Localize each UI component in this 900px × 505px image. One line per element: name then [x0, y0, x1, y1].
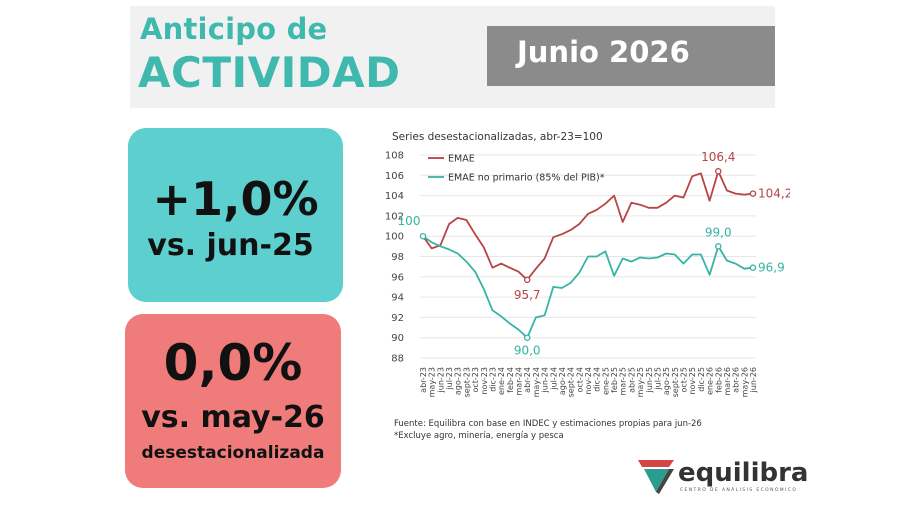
y-tick-label: 104 [385, 191, 404, 202]
y-tick-label: 106 [385, 171, 404, 182]
x-tick-label: ago-24 [558, 367, 567, 395]
legend-label: EMAE [448, 154, 475, 165]
mom-note: desestacionalizada [141, 443, 325, 463]
brand-name: equilibra [678, 458, 809, 488]
date-badge: Junio 2026 [487, 26, 775, 86]
x-tick-label: nov-24 [584, 367, 593, 395]
title-line1: Anticipo de [140, 12, 328, 46]
x-tick-label: ene-26 [706, 367, 715, 395]
x-tick-label: jul-24 [549, 367, 558, 391]
x-tick-label: feb-26 [714, 367, 723, 393]
x-tick-label: feb-24 [506, 367, 515, 393]
brand-tagline: CENTRO DE ANÁLISIS ECONÓMICO [680, 488, 798, 493]
yoy-value: +1,0% [152, 172, 319, 226]
footnote-line: *Excluye agro, minería, energía y pesca [394, 431, 564, 441]
x-tick-label: ago-25 [662, 367, 671, 395]
data-label: 95,7 [514, 288, 541, 302]
data-point-marker [715, 167, 722, 175]
x-tick-label: ene-25 [601, 367, 610, 395]
x-tick-label: may-23 [428, 367, 437, 397]
x-tick-label: dic-23 [488, 367, 497, 392]
x-tick-label: jul-25 [653, 367, 662, 391]
data-point-marker [749, 264, 757, 271]
mom-label: vs. may-26 [141, 400, 325, 435]
x-tick-label: nov-23 [480, 367, 489, 395]
x-tick-label: abr-24 [523, 367, 532, 393]
x-tick-label: feb-25 [610, 367, 619, 393]
series-line-emae-no-primario [422, 235, 754, 339]
x-tick-label: nov-25 [688, 367, 697, 395]
y-tick-label: 90 [391, 333, 404, 344]
x-tick-label: abr-25 [627, 367, 636, 393]
data-label: 106,4 [701, 150, 735, 164]
x-tick-label: may-26 [740, 367, 749, 397]
x-tick-label: mar-24 [515, 367, 524, 396]
x-tick-label: jul-23 [445, 367, 454, 391]
x-tick-label: dic-24 [593, 367, 602, 392]
x-tick-label: oct-25 [680, 367, 689, 393]
data-label: 90,0 [514, 344, 541, 358]
chart-title: Series desestacionalizadas, abr-23=100 [392, 131, 603, 143]
y-tick-label: 92 [391, 313, 404, 324]
activity-line-chart: Series desestacionalizadas, abr-23=100 88… [385, 131, 790, 397]
y-tick-label: 108 [385, 151, 404, 162]
x-tick-label: sept-25 [671, 367, 680, 397]
x-tick-label: jun-25 [645, 367, 654, 393]
y-tick-label: 94 [391, 293, 404, 304]
data-label: 100 [398, 214, 421, 228]
x-tick-label: ago-23 [454, 367, 463, 395]
equilibra-logo-icon [638, 460, 674, 494]
series-line-emae [422, 170, 754, 281]
y-tick-label: 96 [391, 272, 404, 283]
x-tick-label: dic-25 [697, 367, 706, 392]
chart-source: Fuente: Equilibra con base en INDEC y es… [394, 418, 702, 442]
yoy-card: +1,0% vs. jun-25 [128, 128, 343, 302]
data-label: 96,9 [758, 261, 785, 275]
x-tick-label: oct-23 [471, 367, 480, 393]
x-tick-label: may-25 [636, 367, 645, 397]
x-tick-label: ene-24 [497, 367, 506, 395]
legend-label: EMAE no primario (85% del PIB)* [448, 173, 605, 184]
mom-value: 0,0% [163, 334, 303, 392]
x-tick-label: sept-24 [567, 367, 576, 397]
x-tick-label: jun-26 [749, 367, 758, 393]
data-label: 104,2 [758, 187, 790, 201]
source-line: Fuente: Equilibra con base en INDEC y es… [394, 419, 702, 429]
data-point-marker [419, 232, 427, 240]
x-tick-label: oct-24 [575, 367, 584, 393]
date-label: Junio 2026 [517, 35, 690, 69]
data-label: 99,0 [705, 225, 732, 239]
x-tick-label: mar-26 [723, 367, 732, 396]
y-tick-label: 98 [391, 252, 404, 263]
data-point-marker [715, 243, 722, 250]
data-point-marker [523, 276, 531, 284]
data-point-marker [523, 334, 531, 341]
title-line2: ACTIVIDAD [138, 48, 401, 97]
y-tick-label: 102 [385, 211, 404, 222]
mom-card: 0,0% vs. may-26 desestacionalizada [125, 314, 341, 488]
y-tick-label: 88 [391, 354, 404, 365]
x-tick-label: mar-25 [619, 367, 628, 396]
x-tick-label: jun-23 [436, 367, 445, 393]
yoy-label: vs. jun-25 [147, 228, 314, 263]
y-tick-label: 100 [385, 232, 404, 243]
x-tick-label: sept-23 [462, 367, 471, 397]
x-tick-label: abr-26 [732, 367, 741, 393]
x-tick-label: may-24 [532, 367, 541, 397]
x-tick-label: jun-24 [541, 367, 550, 393]
x-tick-label: abr-23 [419, 367, 428, 393]
data-point-marker [749, 190, 757, 197]
